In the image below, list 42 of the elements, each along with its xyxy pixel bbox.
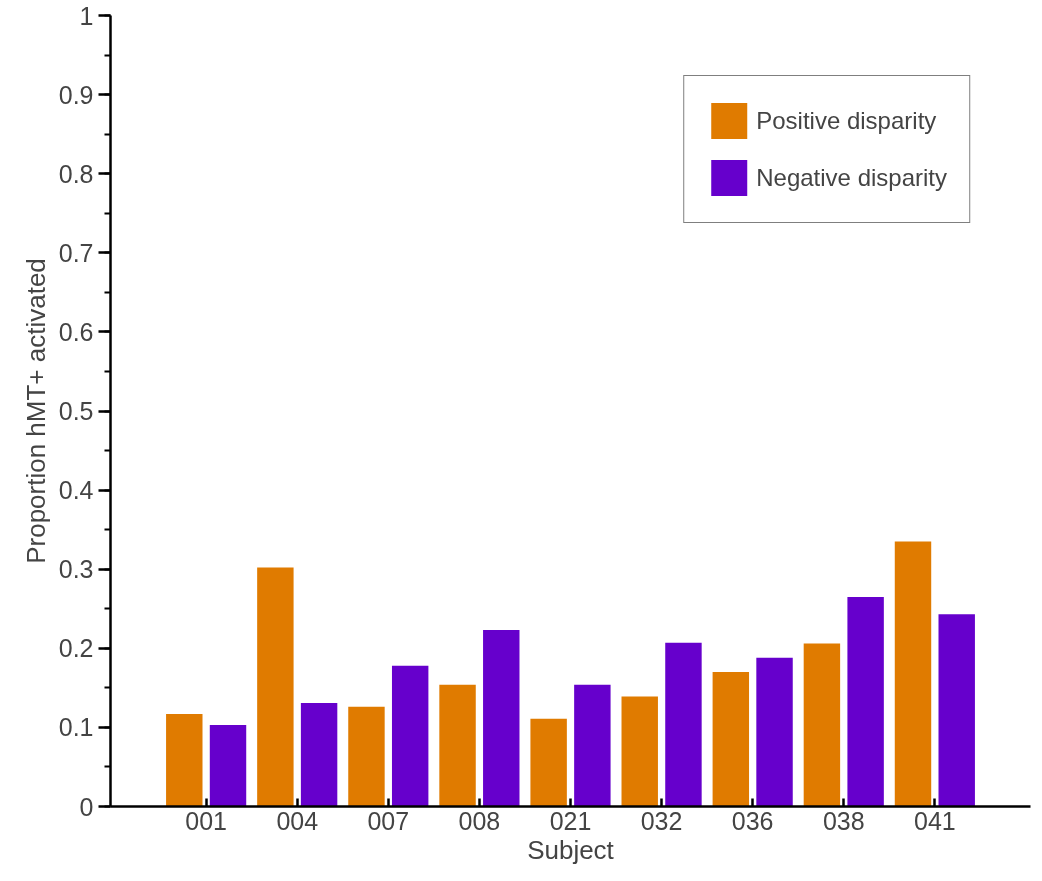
bar (574, 684, 611, 807)
bar (439, 684, 476, 807)
x-tick-label: 001 (185, 806, 228, 835)
bar (300, 702, 338, 807)
y-tick-label: 0.5 (58, 397, 94, 425)
x-axis-title: Subject (527, 834, 615, 865)
bar (712, 672, 750, 807)
y-tick-label: 0 (79, 792, 94, 821)
y-tick-label: 0.1 (58, 713, 94, 742)
y-axis-title: Proportion hMT+ activated (20, 258, 51, 564)
y-tick-label: 0.9 (58, 80, 94, 109)
y-tick-label: 0.6 (58, 317, 94, 346)
bar (803, 643, 841, 807)
y-tick-label: 0.8 (58, 159, 94, 188)
y-tick-label: 0.2 (58, 634, 94, 663)
bar (665, 642, 702, 807)
bar (483, 630, 520, 807)
bar (391, 665, 429, 807)
x-tick-label: 008 (458, 806, 501, 835)
y-tick-label: 1 (79, 1, 94, 30)
x-tick-label: 021 (549, 806, 592, 835)
bar (166, 713, 203, 807)
legend-label: Negative disparity (756, 163, 947, 192)
y-tick-label: 0.3 (58, 555, 94, 584)
x-tick-label: 032 (640, 806, 683, 835)
bar (257, 567, 294, 807)
bar (894, 541, 932, 807)
x-tick-label: 036 (731, 806, 774, 835)
bar (209, 725, 247, 807)
bar (621, 696, 658, 807)
y-tick-label: 0.7 (58, 238, 94, 267)
x-tick-label: 041 (914, 806, 956, 835)
x-tick-label: 007 (367, 806, 410, 835)
bar (756, 657, 793, 807)
bar (348, 706, 385, 807)
legend-label: Positive disparity (756, 106, 937, 135)
bar (530, 718, 567, 807)
x-tick-label: 004 (276, 806, 319, 835)
bar (847, 596, 884, 807)
x-tick-label: 038 (822, 806, 865, 835)
bar (938, 614, 975, 807)
y-tick-label: 0.4 (58, 476, 94, 505)
